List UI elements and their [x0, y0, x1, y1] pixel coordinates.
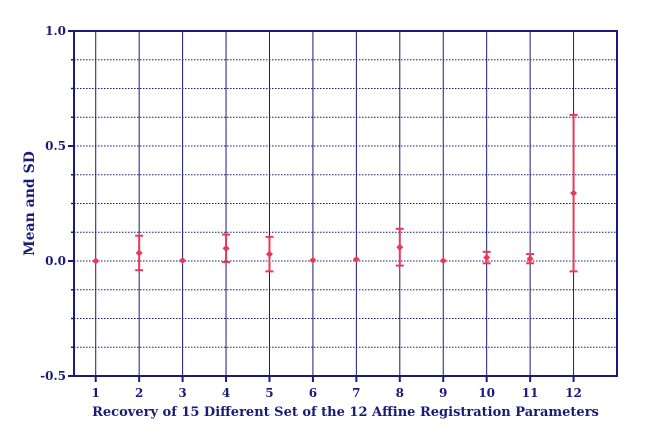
x-tick-label: 11	[522, 386, 539, 400]
x-tick-label: 1	[92, 386, 100, 400]
x-tick-label: 7	[352, 386, 360, 400]
y-axis-label: Mean and SD	[22, 151, 38, 256]
x-tick-label: 10	[478, 386, 495, 400]
y-tick-label: -0.5	[40, 369, 66, 383]
mean-marker	[179, 257, 187, 265]
mean-marker	[570, 189, 578, 197]
data-layer	[92, 113, 578, 273]
mean-marker	[439, 257, 447, 265]
x-tick-label: 9	[439, 386, 447, 400]
y-tick-label: 0.0	[45, 254, 66, 268]
x-axis-label: Recovery of 15 Different Set of the 12 A…	[92, 405, 599, 420]
mean-marker	[526, 255, 534, 263]
tick-layer: 1.00.50.0-0.51 2 3 4 5 6 7 8 9 10 11 12	[40, 24, 582, 400]
mean-marker	[352, 255, 360, 263]
x-tick-label: 3	[178, 386, 186, 400]
x-tick-label: 2	[135, 386, 143, 400]
x-tick-label: 6	[309, 386, 317, 400]
grid-layer	[74, 31, 617, 376]
mean-marker	[222, 244, 230, 252]
x-tick-label: 5	[265, 386, 273, 400]
y-tick-label: 0.5	[45, 139, 66, 153]
x-tick-label: 12	[565, 386, 582, 400]
mean-marker	[92, 257, 100, 265]
mean-marker	[309, 256, 317, 264]
x-tick-label: 4	[222, 386, 230, 400]
mean-marker	[483, 254, 491, 262]
mean-marker	[265, 250, 273, 258]
mean-marker	[396, 243, 404, 251]
y-tick-label: 1.0	[45, 24, 66, 38]
mean-marker	[135, 249, 143, 257]
x-tick-label: 8	[396, 386, 404, 400]
